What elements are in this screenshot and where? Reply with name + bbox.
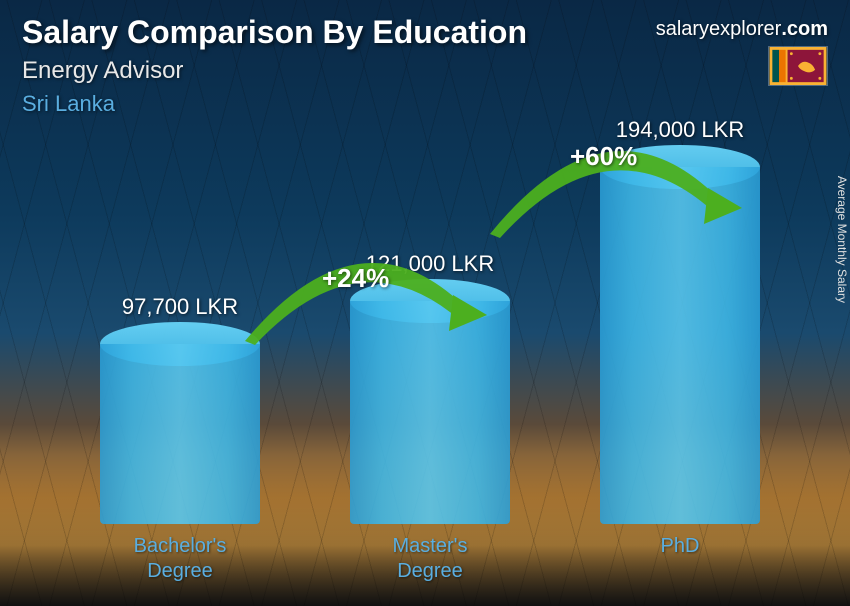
page-subtitle: Energy Advisor xyxy=(22,57,828,85)
bar: 194,000 LKR xyxy=(600,167,760,524)
bar-value: 194,000 LKR xyxy=(570,117,790,143)
increase-label: +24% xyxy=(322,263,389,294)
increase-label: +60% xyxy=(570,141,637,172)
salary-bar-chart: 97,700 LKR Bachelor'sDegree 121,000 LKR Mas… xyxy=(50,106,810,586)
bar-group: 194,000 LKR PhD xyxy=(590,167,770,586)
brand-name: salaryexplorer xyxy=(656,18,782,40)
bar-label: Master'sDegree xyxy=(340,534,520,584)
bar-body xyxy=(100,344,260,524)
bar-body xyxy=(600,167,760,524)
bar-group: 121,000 LKR Master'sDegree xyxy=(340,301,520,586)
bar: 121,000 LKR xyxy=(350,301,510,524)
bar-value: 97,700 LKR xyxy=(70,294,290,320)
flag-icon xyxy=(768,46,828,86)
y-axis-label: Average Monthly Salary xyxy=(835,176,849,303)
bar-label: Bachelor'sDegree xyxy=(90,534,270,584)
page-location: Sri Lanka xyxy=(22,91,828,117)
brand-suffix: .com xyxy=(781,18,828,40)
bar-body xyxy=(350,301,510,524)
bar-group: 97,700 LKR Bachelor'sDegree xyxy=(90,344,270,586)
brand-logo: salaryexplorer.com xyxy=(656,18,828,41)
bar-label: PhD xyxy=(590,534,770,559)
bar: 97,700 LKR xyxy=(100,344,260,524)
